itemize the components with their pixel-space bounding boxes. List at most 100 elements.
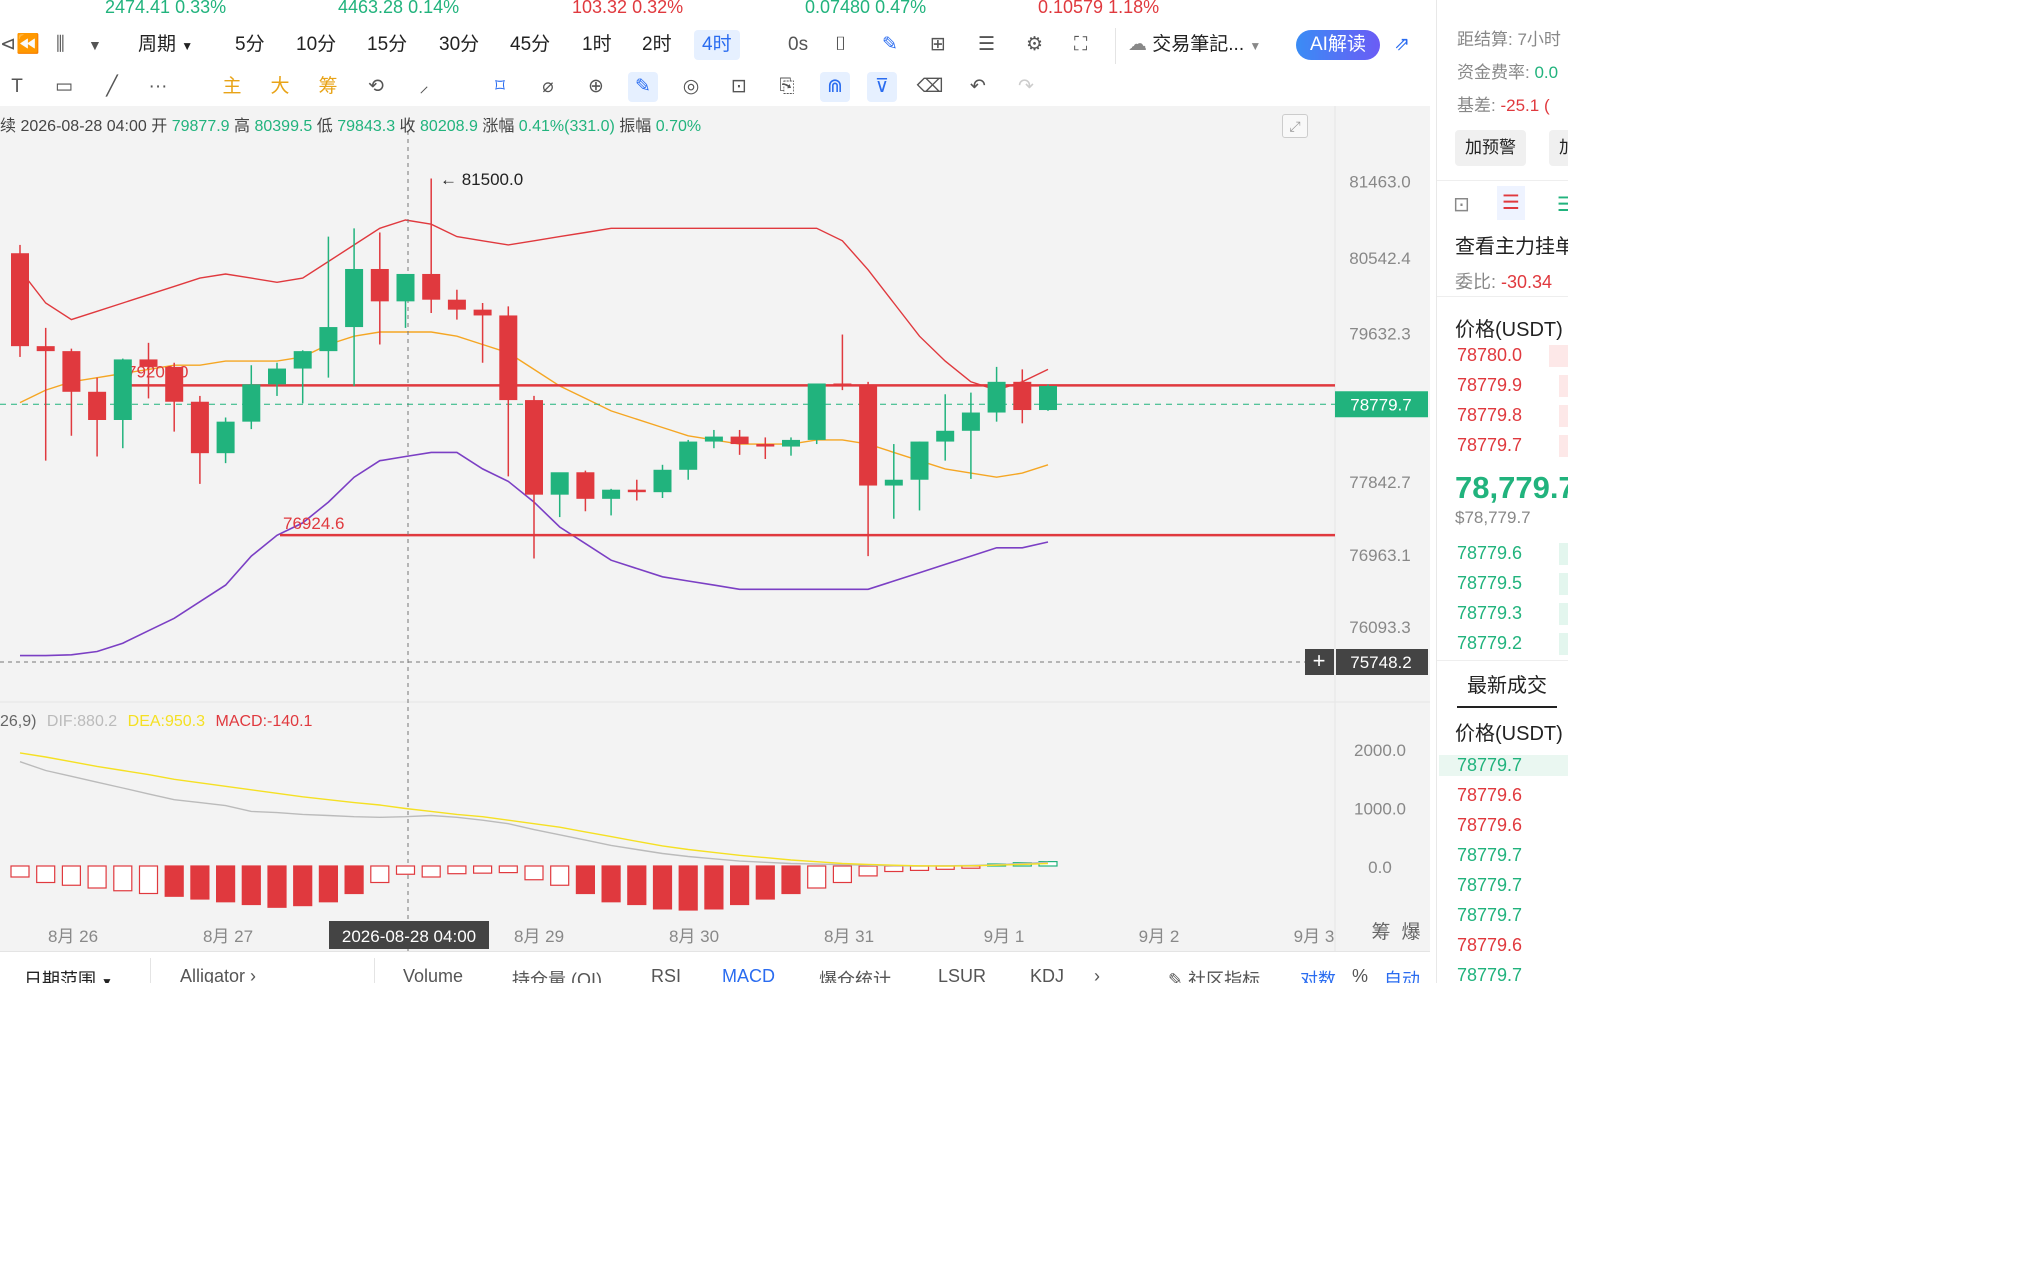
macd-bar — [267, 865, 287, 908]
interval-1h[interactable]: 1时 — [582, 34, 612, 55]
trendline-tool-icon[interactable]: ╱ — [106, 76, 118, 97]
ruler-tool-icon[interactable]: ▭ — [55, 76, 73, 97]
candle-body — [936, 430, 955, 442]
journal-dropdown[interactable]: ☁ 交易筆記... ▼ — [1128, 30, 1261, 60]
percent-scale-toggle[interactable]: % — [1352, 966, 1369, 983]
add-window-icon[interactable]: ⊞ — [930, 34, 946, 55]
bid-price[interactable]: 78779.5 — [1457, 573, 1523, 593]
chip-button[interactable]: 筹 — [318, 76, 338, 97]
ohlc-prefix: 续 — [0, 118, 17, 135]
depth-view-icon[interactable]: ⊡ — [1453, 194, 1470, 216]
template-icon[interactable]: ⎘ — [779, 76, 795, 97]
tab-volume[interactable]: Volume — [403, 966, 464, 983]
candle-body — [11, 253, 29, 347]
big-order-button[interactable]: 大 — [270, 76, 290, 97]
zoom-icon[interactable]: ⊕ — [588, 76, 604, 97]
add-alert-button[interactable]: 加预警 — [1455, 130, 1526, 166]
auto-scale-toggle[interactable]: 自动 — [1384, 970, 1420, 983]
ticker-item[interactable]: 103.32 0.32% — [572, 0, 683, 14]
expand-icon[interactable]: ⤢ — [1282, 114, 1308, 138]
interval-30m[interactable]: 30分 — [439, 34, 480, 55]
fullscreen-icon[interactable]: ⛶ — [1074, 34, 1088, 55]
bid-price[interactable]: 78779.2 — [1457, 633, 1523, 653]
community-indicators-button[interactable]: ✎ 社区指标 — [1168, 966, 1260, 983]
ticker-item[interactable]: 4463.28 0.14% — [338, 0, 459, 14]
redo-icon[interactable]: ↷ — [1018, 76, 1034, 97]
trade-price: 78779.7 — [1457, 875, 1523, 895]
main-indicator-button[interactable]: 主 — [222, 76, 242, 97]
macd-bar — [704, 865, 724, 910]
macd-bar — [344, 865, 364, 895]
settings-icon[interactable]: ⚙ — [1026, 34, 1044, 55]
tab-rsi[interactable]: RSI — [651, 966, 682, 983]
text-tool-icon[interactable]: T — [11, 76, 23, 97]
bookmark-icon[interactable]: ⌑ — [495, 76, 505, 97]
undo-icon[interactable]: ↶ — [970, 76, 986, 97]
candle-body — [165, 366, 184, 402]
macd-bar — [61, 865, 82, 886]
bids-view-icon[interactable]: ☰ — [1557, 192, 1568, 217]
rewind-icon[interactable]: ⏪ — [16, 34, 40, 55]
tab-liquidation[interactable]: 爆仓统计 — [819, 970, 891, 983]
interval-45m[interactable]: 45分 — [510, 34, 551, 55]
ask-price[interactable]: 78779.8 — [1457, 405, 1523, 425]
alligator-tab[interactable]: Alligator › — [180, 966, 256, 983]
lock-icon[interactable]: ⊡ — [731, 76, 747, 97]
list-icon[interactable]: ☰ — [978, 34, 996, 55]
log-scale-toggle[interactable]: 对数 — [1300, 970, 1336, 983]
chart-area[interactable]: 81463.0 80542.4 79632.3 77842.7 76963.1 76093… — [0, 106, 1430, 951]
macd-bar — [138, 865, 159, 895]
chevron-right-icon[interactable]: › — [1094, 966, 1100, 983]
main-orders-link[interactable]: 查看主力挂单 — [1455, 236, 1568, 258]
macd-bar — [36, 865, 56, 884]
bid-price[interactable]: 78779.6 — [1457, 543, 1523, 563]
draw-mode-icon[interactable]: ✎ — [628, 72, 658, 102]
candle-body — [576, 472, 595, 499]
tab-lsur[interactable]: LSUR — [938, 966, 987, 983]
add-button[interactable]: 加 — [1549, 130, 1568, 166]
tab-macd[interactable]: MACD — [722, 966, 775, 983]
bid-price[interactable]: 78779.3 — [1457, 603, 1523, 623]
interval-2h[interactable]: 2时 — [642, 34, 672, 55]
candle-body — [268, 368, 286, 385]
ask-price[interactable]: 78779.9 — [1457, 375, 1523, 395]
interval-5m[interactable]: 5分 — [235, 34, 265, 55]
y-axis-tick: 79632.3 — [1349, 325, 1410, 344]
candle-body — [807, 383, 826, 440]
replay-icon[interactable]: ⟲ — [368, 76, 384, 97]
ticker-item[interactable]: 0.07480 0.47% — [805, 0, 926, 14]
filter-icon[interactable]: ⊽ — [867, 72, 897, 102]
macd-bar — [87, 865, 107, 889]
ticker-item[interactable]: 0.10579 1.18% — [1038, 0, 1159, 14]
countdown: 0s — [788, 34, 809, 55]
orderbook-view-icon[interactable]: ☰ — [1497, 186, 1525, 220]
magnet-icon[interactable]: ⋒ — [820, 72, 850, 102]
camera-icon[interactable]: ⌷ — [835, 34, 847, 55]
tab-kdj[interactable]: KDJ — [1030, 966, 1065, 983]
chevron-down-icon[interactable]: ▼ — [88, 37, 102, 53]
candle-body — [1039, 385, 1057, 411]
ask-price[interactable]: 78780.0 — [1457, 345, 1523, 365]
tab-open-interest[interactable]: 持仓量 (OI) — [512, 970, 602, 983]
ask-price[interactable]: 78779.7 — [1457, 435, 1523, 455]
share-icon[interactable]: ⇗ — [1394, 34, 1410, 55]
pencil-icon[interactable]: ✎ — [882, 34, 898, 55]
trade-price: 78779.7 — [1457, 965, 1523, 983]
crosshair-price-value: 75748.2 — [1350, 653, 1411, 672]
more-tools-icon[interactable]: ··· — [148, 76, 168, 97]
candle-type-icon[interactable]: ⫼ — [56, 34, 65, 55]
period-dropdown[interactable]: 周期 ▼ — [138, 30, 193, 60]
date-range-dropdown[interactable]: 日期范围 ▼ — [24, 966, 113, 983]
brush-icon[interactable]: ⸝ — [419, 76, 429, 97]
hide-drawings-icon[interactable]: ◎ — [682, 76, 700, 97]
interval-10m[interactable]: 10分 — [296, 34, 337, 55]
interval-15m[interactable]: 15分 — [367, 34, 408, 55]
trash-icon[interactable]: ⌫ — [916, 76, 944, 97]
interval-4h[interactable]: 4时 — [694, 30, 740, 60]
measure-icon[interactable]: ⌀ — [542, 76, 554, 97]
price-chart[interactable]: 81463.0 80542.4 79632.3 77842.7 76963.1 76093… — [0, 106, 1430, 951]
collapse-icon[interactable]: ⊲ — [0, 34, 16, 55]
ticker-item[interactable]: 2474.41 0.33% — [105, 0, 226, 14]
tab-latest-trades[interactable]: 最新成交 — [1467, 675, 1547, 697]
ai-interpret-button[interactable]: AI解读 — [1296, 30, 1380, 60]
